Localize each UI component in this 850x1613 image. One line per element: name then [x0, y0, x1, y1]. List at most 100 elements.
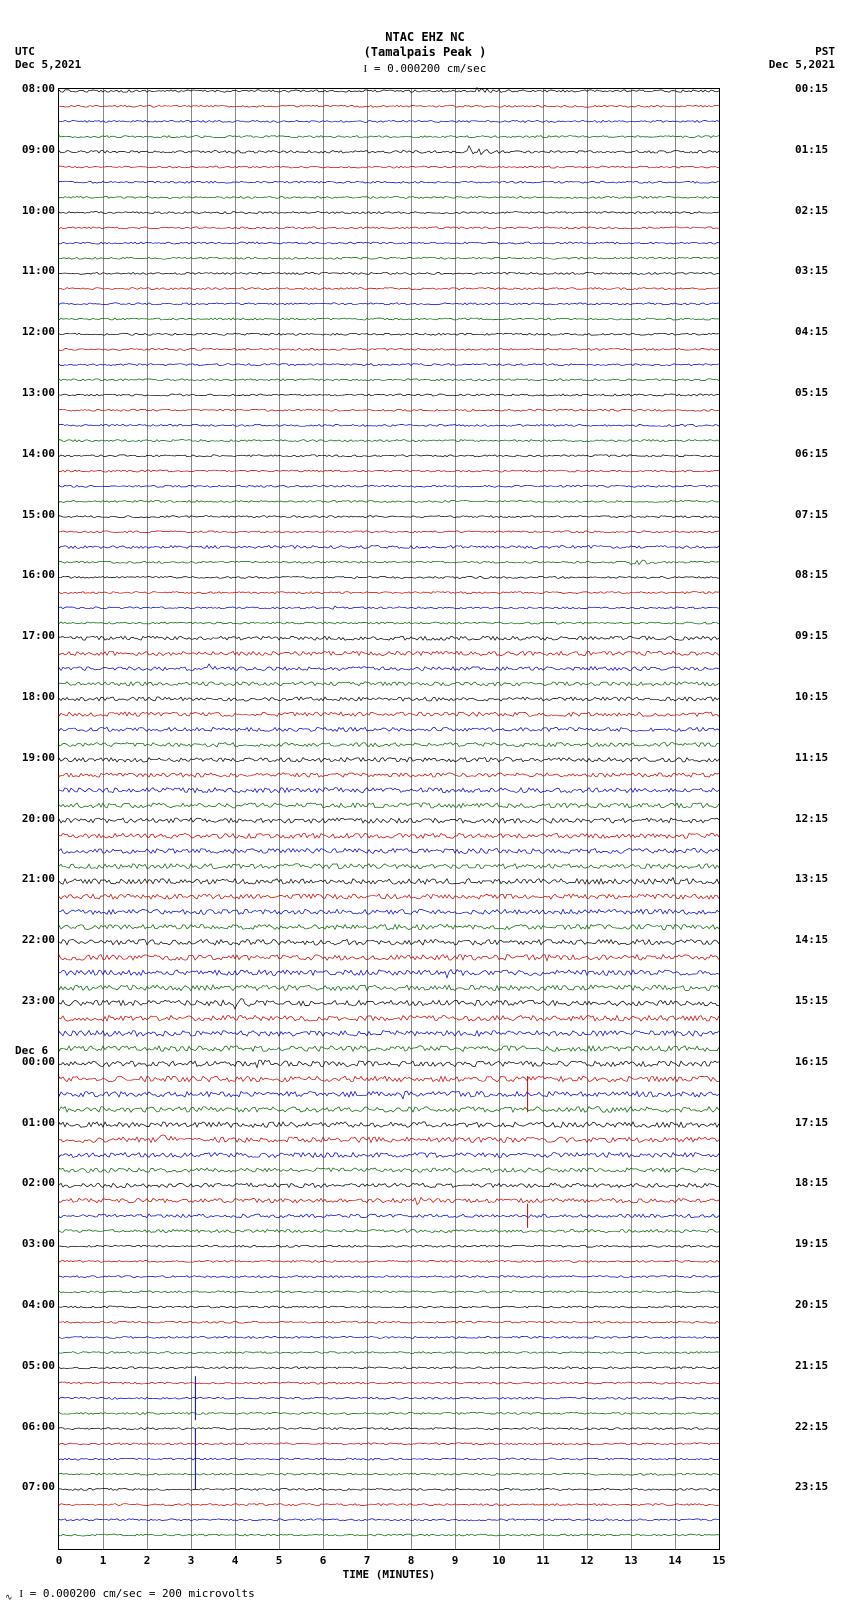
x-tick-label: 14 — [665, 1554, 685, 1567]
seismic-trace — [59, 516, 719, 518]
seismic-trace — [59, 697, 719, 701]
seismic-trace — [59, 364, 719, 366]
seismic-trace — [59, 196, 719, 198]
seismic-trace — [59, 985, 719, 991]
seismic-trace — [59, 1260, 719, 1262]
seismic-trace — [59, 485, 719, 487]
utc-time-label: 12:00 — [15, 325, 55, 338]
pst-time-label: 19:15 — [795, 1237, 835, 1250]
date-right: Dec 5,2021 — [769, 58, 835, 71]
seismic-trace — [59, 1060, 719, 1067]
utc-time-label: 23:00 — [15, 994, 55, 1007]
x-tick-label: 7 — [357, 1554, 377, 1567]
utc-time-label: 20:00 — [15, 812, 55, 825]
seismic-trace — [59, 955, 719, 961]
seismic-trace — [59, 1473, 719, 1475]
seismic-trace — [59, 120, 719, 122]
seismic-trace — [59, 622, 719, 624]
utc-time-label: 07:00 — [15, 1480, 55, 1493]
utc-time-label: 22:00 — [15, 933, 55, 946]
pst-time-label: 02:15 — [795, 204, 835, 217]
seismic-trace — [59, 1382, 719, 1384]
seismic-trace — [59, 1015, 719, 1021]
pst-time-label: 21:15 — [795, 1359, 835, 1372]
seismic-trace — [59, 1488, 719, 1490]
seismic-trace — [59, 1336, 719, 1338]
pst-time-label: 06:15 — [795, 447, 835, 460]
seismic-trace — [59, 803, 719, 808]
x-tick-label: 13 — [621, 1554, 641, 1567]
pst-time-label: 16:15 — [795, 1055, 835, 1068]
pst-time-label: 01:15 — [795, 143, 835, 156]
utc-time-label: 00:00 — [15, 1055, 55, 1068]
seismic-trace — [59, 1153, 719, 1158]
x-tick-label: 2 — [137, 1554, 157, 1567]
seismic-trace — [59, 560, 719, 565]
seismic-trace — [59, 1504, 719, 1506]
tz-right: PST — [815, 45, 835, 58]
seismic-trace — [59, 788, 719, 793]
utc-time-label: 21:00 — [15, 872, 55, 885]
seismic-trace — [59, 424, 719, 426]
seismic-trace — [59, 1168, 719, 1172]
seismic-trace — [59, 592, 719, 594]
seismic-trace — [59, 1534, 719, 1536]
pst-time-label: 04:15 — [795, 325, 835, 338]
seismic-trace — [59, 1458, 719, 1460]
seismic-trace — [59, 712, 719, 716]
x-tick-label: 5 — [269, 1554, 289, 1567]
seismic-trace — [59, 727, 719, 731]
seismogram-traces — [59, 89, 719, 1549]
station-title: NTAC EHZ NC — [0, 30, 850, 44]
seismic-trace — [59, 166, 719, 168]
seismic-trace — [59, 531, 719, 533]
x-tick-label: 8 — [401, 1554, 421, 1567]
utc-time-label: 05:00 — [15, 1359, 55, 1372]
pst-time-label: 10:15 — [795, 690, 835, 703]
x-tick-label: 11 — [533, 1554, 553, 1567]
pst-time-label: 12:15 — [795, 812, 835, 825]
seismic-trace — [59, 1367, 719, 1369]
seismic-trace — [59, 773, 719, 777]
seismic-trace — [59, 1091, 719, 1099]
seismic-trace — [59, 318, 719, 320]
seismic-trace — [59, 833, 719, 838]
seismic-trace — [59, 470, 719, 472]
footer-scale: ∿ I = 0.000200 cm/sec = 200 microvolts — [5, 1587, 255, 1603]
seismic-trace — [59, 500, 719, 502]
pst-time-label: 14:15 — [795, 933, 835, 946]
seismic-trace — [59, 88, 719, 93]
pst-time-label: 03:15 — [795, 264, 835, 277]
seismic-trace — [59, 227, 719, 229]
seismic-trace — [59, 146, 719, 155]
seismic-trace — [59, 303, 719, 305]
x-tick-label: 9 — [445, 1554, 465, 1567]
seismic-trace — [59, 1245, 719, 1247]
seismic-trace — [59, 682, 719, 686]
seismic-trace — [59, 1107, 719, 1113]
seismic-trace — [59, 1443, 719, 1445]
seismic-trace — [59, 440, 719, 442]
seismic-trace — [59, 348, 719, 350]
utc-date-label: Dec 6 — [15, 1044, 65, 1057]
seismic-trace — [59, 818, 719, 823]
seismic-trace — [59, 864, 719, 869]
pst-time-label: 11:15 — [795, 751, 835, 764]
utc-time-label: 02:00 — [15, 1176, 55, 1189]
pst-time-label: 05:15 — [795, 386, 835, 399]
x-tick-label: 3 — [181, 1554, 201, 1567]
seismic-trace — [59, 105, 719, 107]
x-tick-label: 0 — [49, 1554, 69, 1567]
seismic-trace — [59, 743, 719, 747]
seismic-trace — [59, 212, 719, 214]
utc-time-label: 11:00 — [15, 264, 55, 277]
x-tick-label: 1 — [93, 1554, 113, 1567]
seismic-trace — [59, 379, 719, 381]
seismic-trace — [59, 909, 719, 914]
pst-time-label: 18:15 — [795, 1176, 835, 1189]
seismic-trace — [59, 636, 719, 640]
seismic-trace — [59, 939, 719, 945]
pst-time-label: 09:15 — [795, 629, 835, 642]
seismic-trace — [59, 606, 719, 609]
seismic-trace — [59, 136, 719, 138]
